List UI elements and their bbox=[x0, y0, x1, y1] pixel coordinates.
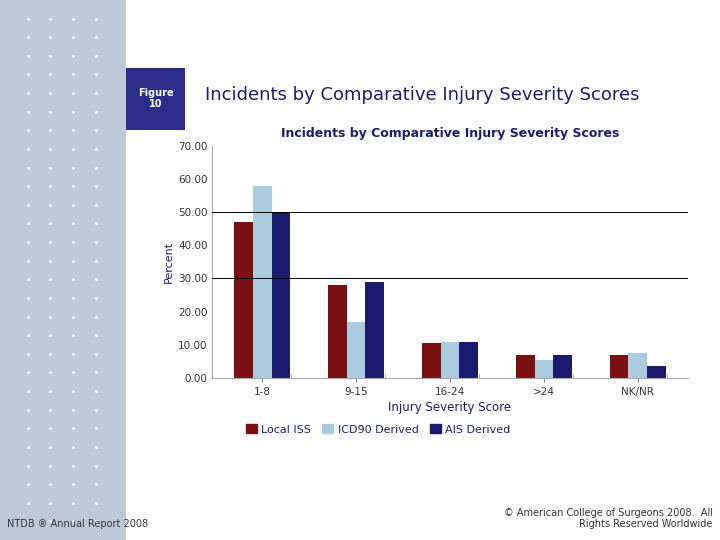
Bar bbox=[610, 355, 629, 378]
Bar bbox=[234, 222, 253, 378]
Title: Incidents by Comparative Injury Severity Scores: Incidents by Comparative Injury Severity… bbox=[281, 127, 619, 140]
Text: © American College of Surgeons 2008.  All
Rights Reserved Worldwide: © American College of Surgeons 2008. All… bbox=[504, 508, 713, 529]
Bar bbox=[366, 282, 384, 378]
Text: NTDB ® Annual Report 2008: NTDB ® Annual Report 2008 bbox=[7, 519, 148, 529]
Bar bbox=[629, 353, 647, 378]
Bar bbox=[328, 285, 347, 378]
Bar bbox=[647, 366, 666, 378]
X-axis label: Injury Severity Score: Injury Severity Score bbox=[388, 401, 512, 414]
Y-axis label: Percent: Percent bbox=[164, 241, 174, 283]
Bar bbox=[516, 355, 534, 378]
Bar bbox=[441, 341, 459, 378]
Bar bbox=[459, 341, 478, 378]
Bar bbox=[534, 360, 553, 378]
Bar bbox=[347, 322, 366, 378]
Bar bbox=[553, 355, 572, 378]
Bar bbox=[422, 343, 441, 378]
Bar bbox=[253, 186, 271, 378]
Text: Figure
10: Figure 10 bbox=[138, 87, 174, 109]
Text: Incidents by Comparative Injury Severity Scores: Incidents by Comparative Injury Severity… bbox=[205, 85, 639, 104]
Legend: Local ISS, ICD90 Derived, AIS Derived: Local ISS, ICD90 Derived, AIS Derived bbox=[241, 420, 515, 439]
Bar bbox=[271, 212, 290, 378]
